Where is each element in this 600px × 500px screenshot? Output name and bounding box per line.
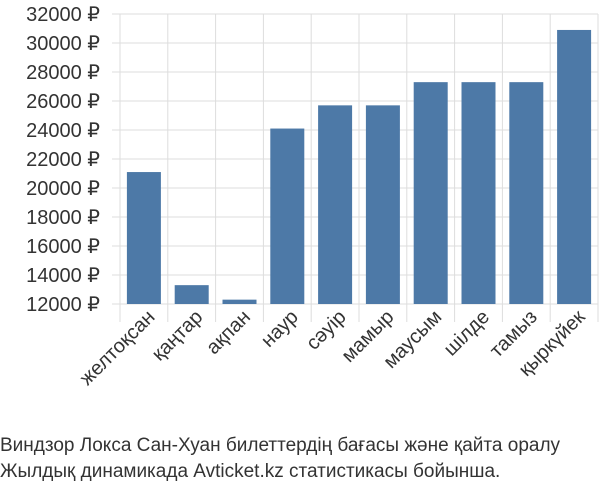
- bar: [222, 299, 257, 304]
- y-tick-label: 14000 ₽: [26, 265, 100, 287]
- bar: [126, 172, 161, 304]
- y-tick-label: 32000 ₽: [26, 4, 100, 26]
- y-tick-label: 26000 ₽: [26, 91, 100, 113]
- x-tick-label: шілде: [440, 306, 494, 360]
- y-tick-label: 16000 ₽: [26, 236, 100, 258]
- bar: [174, 285, 209, 304]
- caption-line-2: Жылдық динамикада Avticket.kz статистика…: [0, 461, 501, 482]
- y-tick-label: 24000 ₽: [26, 120, 100, 142]
- y-tick-label: 28000 ₽: [26, 62, 100, 84]
- bar: [365, 105, 400, 304]
- x-tick-label: желтоқсан: [76, 306, 160, 390]
- bar: [461, 82, 496, 305]
- x-tick-label: қаңтар: [148, 306, 207, 365]
- caption-line-1: Виндзор Локса Сан-Хуан билеттердің бағас…: [0, 435, 561, 456]
- bar: [413, 82, 448, 305]
- y-tick-label: 12000 ₽: [26, 294, 100, 316]
- x-tick-label: ақпан: [202, 306, 255, 359]
- y-tick-label: 22000 ₽: [26, 149, 100, 171]
- bar: [318, 105, 353, 304]
- bar-chart: 12000 ₽ 14000 ₽ 16000 ₽ 18000 ₽ 20000 ₽ 22000…: [26, 4, 599, 390]
- bar: [509, 82, 544, 305]
- y-tick-label: 18000 ₽: [26, 207, 100, 229]
- y-tick-label: 20000 ₽: [26, 178, 100, 200]
- bar: [557, 29, 592, 304]
- y-tick-label: 30000 ₽: [26, 33, 100, 55]
- bar: [270, 128, 305, 304]
